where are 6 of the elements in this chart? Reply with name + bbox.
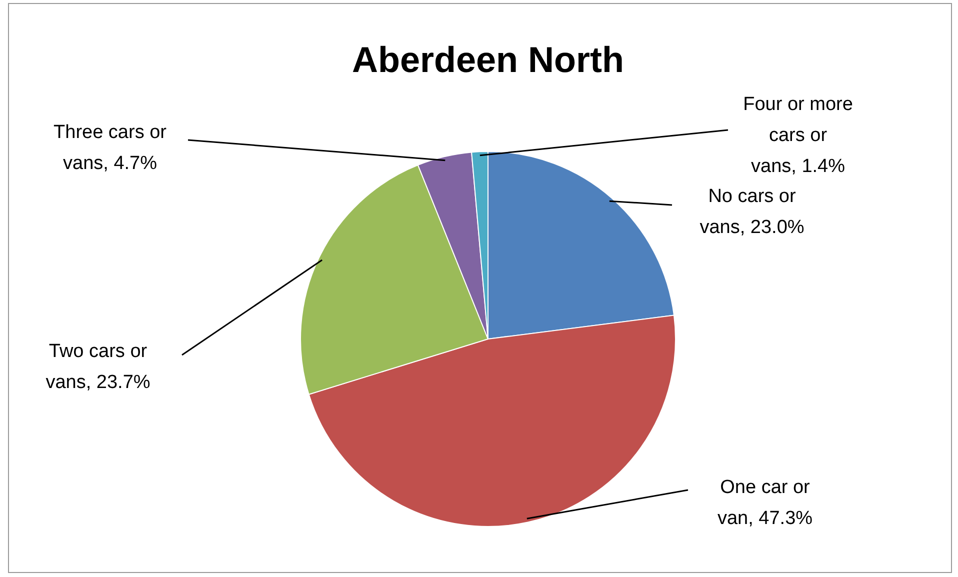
- slice-label: No cars or vans, 23.0%: [700, 186, 804, 238]
- chart-title: Aberdeen North: [352, 38, 624, 80]
- slice-label: Two cars or vans, 23.7%: [46, 341, 150, 394]
- slice-label: One car or van, 47.3%: [717, 477, 813, 530]
- slice-label: Four or more cars or vans, 1.4%: [743, 94, 853, 178]
- slice-label: Three cars or vans, 4.7%: [54, 122, 168, 174]
